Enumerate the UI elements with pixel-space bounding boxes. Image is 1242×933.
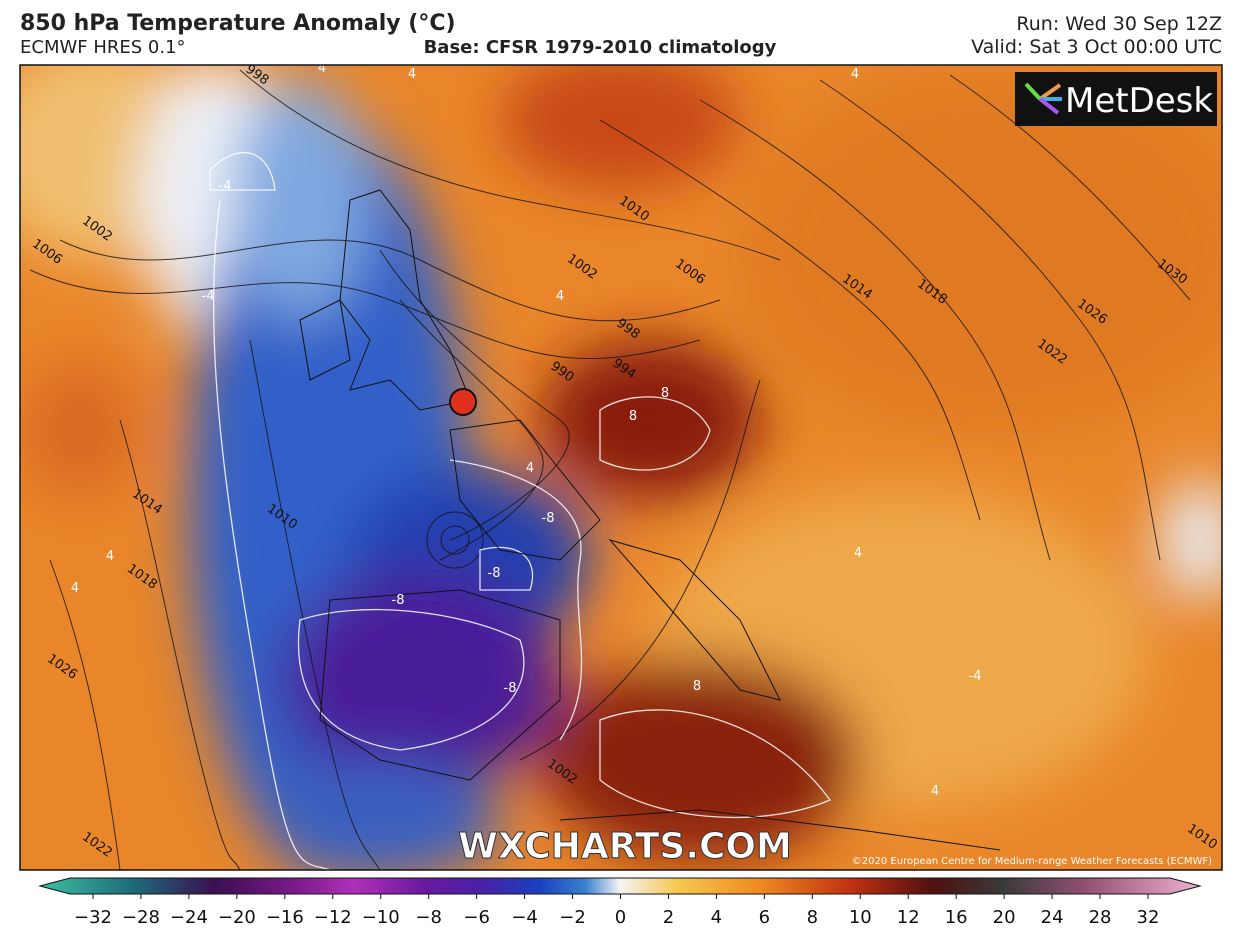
anomaly-contours bbox=[209, 152, 831, 870]
copyright: ©2020 European Centre for Medium-range W… bbox=[852, 856, 1212, 867]
title: 850 hPa Temperature Anomaly (°C) bbox=[20, 11, 456, 36]
isobars bbox=[29, 69, 1191, 870]
colorbar-tick-label: 0 bbox=[615, 907, 626, 928]
anomaly-label: -4 bbox=[219, 179, 232, 194]
anomaly-label: -8 bbox=[504, 681, 517, 696]
anomaly-label: 4 bbox=[318, 61, 326, 76]
anomaly-label: 8 bbox=[629, 409, 637, 424]
colorbar-tick-label: 4 bbox=[711, 907, 722, 928]
anomaly-label: 4 bbox=[71, 581, 79, 596]
colorbar-tick-label: −20 bbox=[218, 907, 256, 928]
anomaly-label: -4 bbox=[202, 289, 215, 304]
anomaly-label: 8 bbox=[661, 386, 669, 401]
anomaly-label: 8 bbox=[693, 679, 701, 694]
colorbar-tick-label: −24 bbox=[170, 907, 208, 928]
model: ECMWF HRES 0.1° bbox=[20, 37, 186, 58]
colorbar-tick-label: −10 bbox=[362, 907, 400, 928]
colorbar-tick-label: −28 bbox=[122, 907, 160, 928]
watermark: WXCHARTS.COM bbox=[458, 826, 792, 867]
colorbar-tick-label: −4 bbox=[511, 907, 538, 928]
colorbar bbox=[38, 877, 1202, 895]
colorbar-tick-label: −8 bbox=[415, 907, 442, 928]
anomaly-label: 4 bbox=[556, 289, 564, 304]
colorbar-tick-label: 12 bbox=[897, 907, 920, 928]
colorbar-tick-label: 6 bbox=[759, 907, 770, 928]
anomaly-label: 4 bbox=[851, 67, 859, 82]
anomaly-label: -4 bbox=[969, 669, 982, 684]
valid: Valid: Sat 3 Oct 00:00 UTC bbox=[971, 36, 1222, 58]
anomaly-label: 4 bbox=[526, 461, 534, 476]
colorbar-tick-label: 8 bbox=[807, 907, 818, 928]
colorbar-tick-label: −32 bbox=[74, 907, 112, 928]
base: Base: CFSR 1979-2010 climatology bbox=[424, 37, 777, 58]
colorbar-tick-label: 20 bbox=[993, 907, 1016, 928]
anomaly-label: 4 bbox=[106, 549, 114, 564]
colorbar-tick-label: −16 bbox=[266, 907, 304, 928]
colorbar-tick-label: 24 bbox=[1041, 907, 1064, 928]
colorbar-tick-label: 16 bbox=[945, 907, 968, 928]
anomaly-label: 4 bbox=[931, 784, 939, 799]
anomaly-label: -8 bbox=[488, 566, 501, 581]
anomaly-label: 4 bbox=[408, 67, 416, 82]
colorbar-tick-label: −2 bbox=[559, 907, 586, 928]
coastlines bbox=[299, 189, 1001, 851]
colorbar-ticks: −32 −28 −24 −20 −16 −12 −10 −8 −6 −4 −2 0 2 4 6 8 10 12 16… bbox=[74, 894, 1159, 928]
colorbar-tick-label: 28 bbox=[1089, 907, 1112, 928]
logo: MetDesk bbox=[1065, 81, 1213, 121]
colorbar-tick-label: 10 bbox=[849, 907, 872, 928]
location-marker bbox=[449, 388, 477, 416]
colorbar-tick-label: −12 bbox=[314, 907, 352, 928]
colorbar-tick-label: −6 bbox=[463, 907, 490, 928]
run: Run: Wed 30 Sep 12Z bbox=[1016, 13, 1222, 35]
anomaly-label: -8 bbox=[542, 511, 555, 526]
anomaly-label: 4 bbox=[854, 546, 862, 561]
anomaly-label: -8 bbox=[392, 593, 405, 608]
logo-icon bbox=[1024, 82, 1062, 115]
map-frame bbox=[19, 64, 1223, 871]
colorbar-tick-label: 2 bbox=[663, 907, 674, 928]
colorbar-tick-label: 32 bbox=[1137, 907, 1160, 928]
